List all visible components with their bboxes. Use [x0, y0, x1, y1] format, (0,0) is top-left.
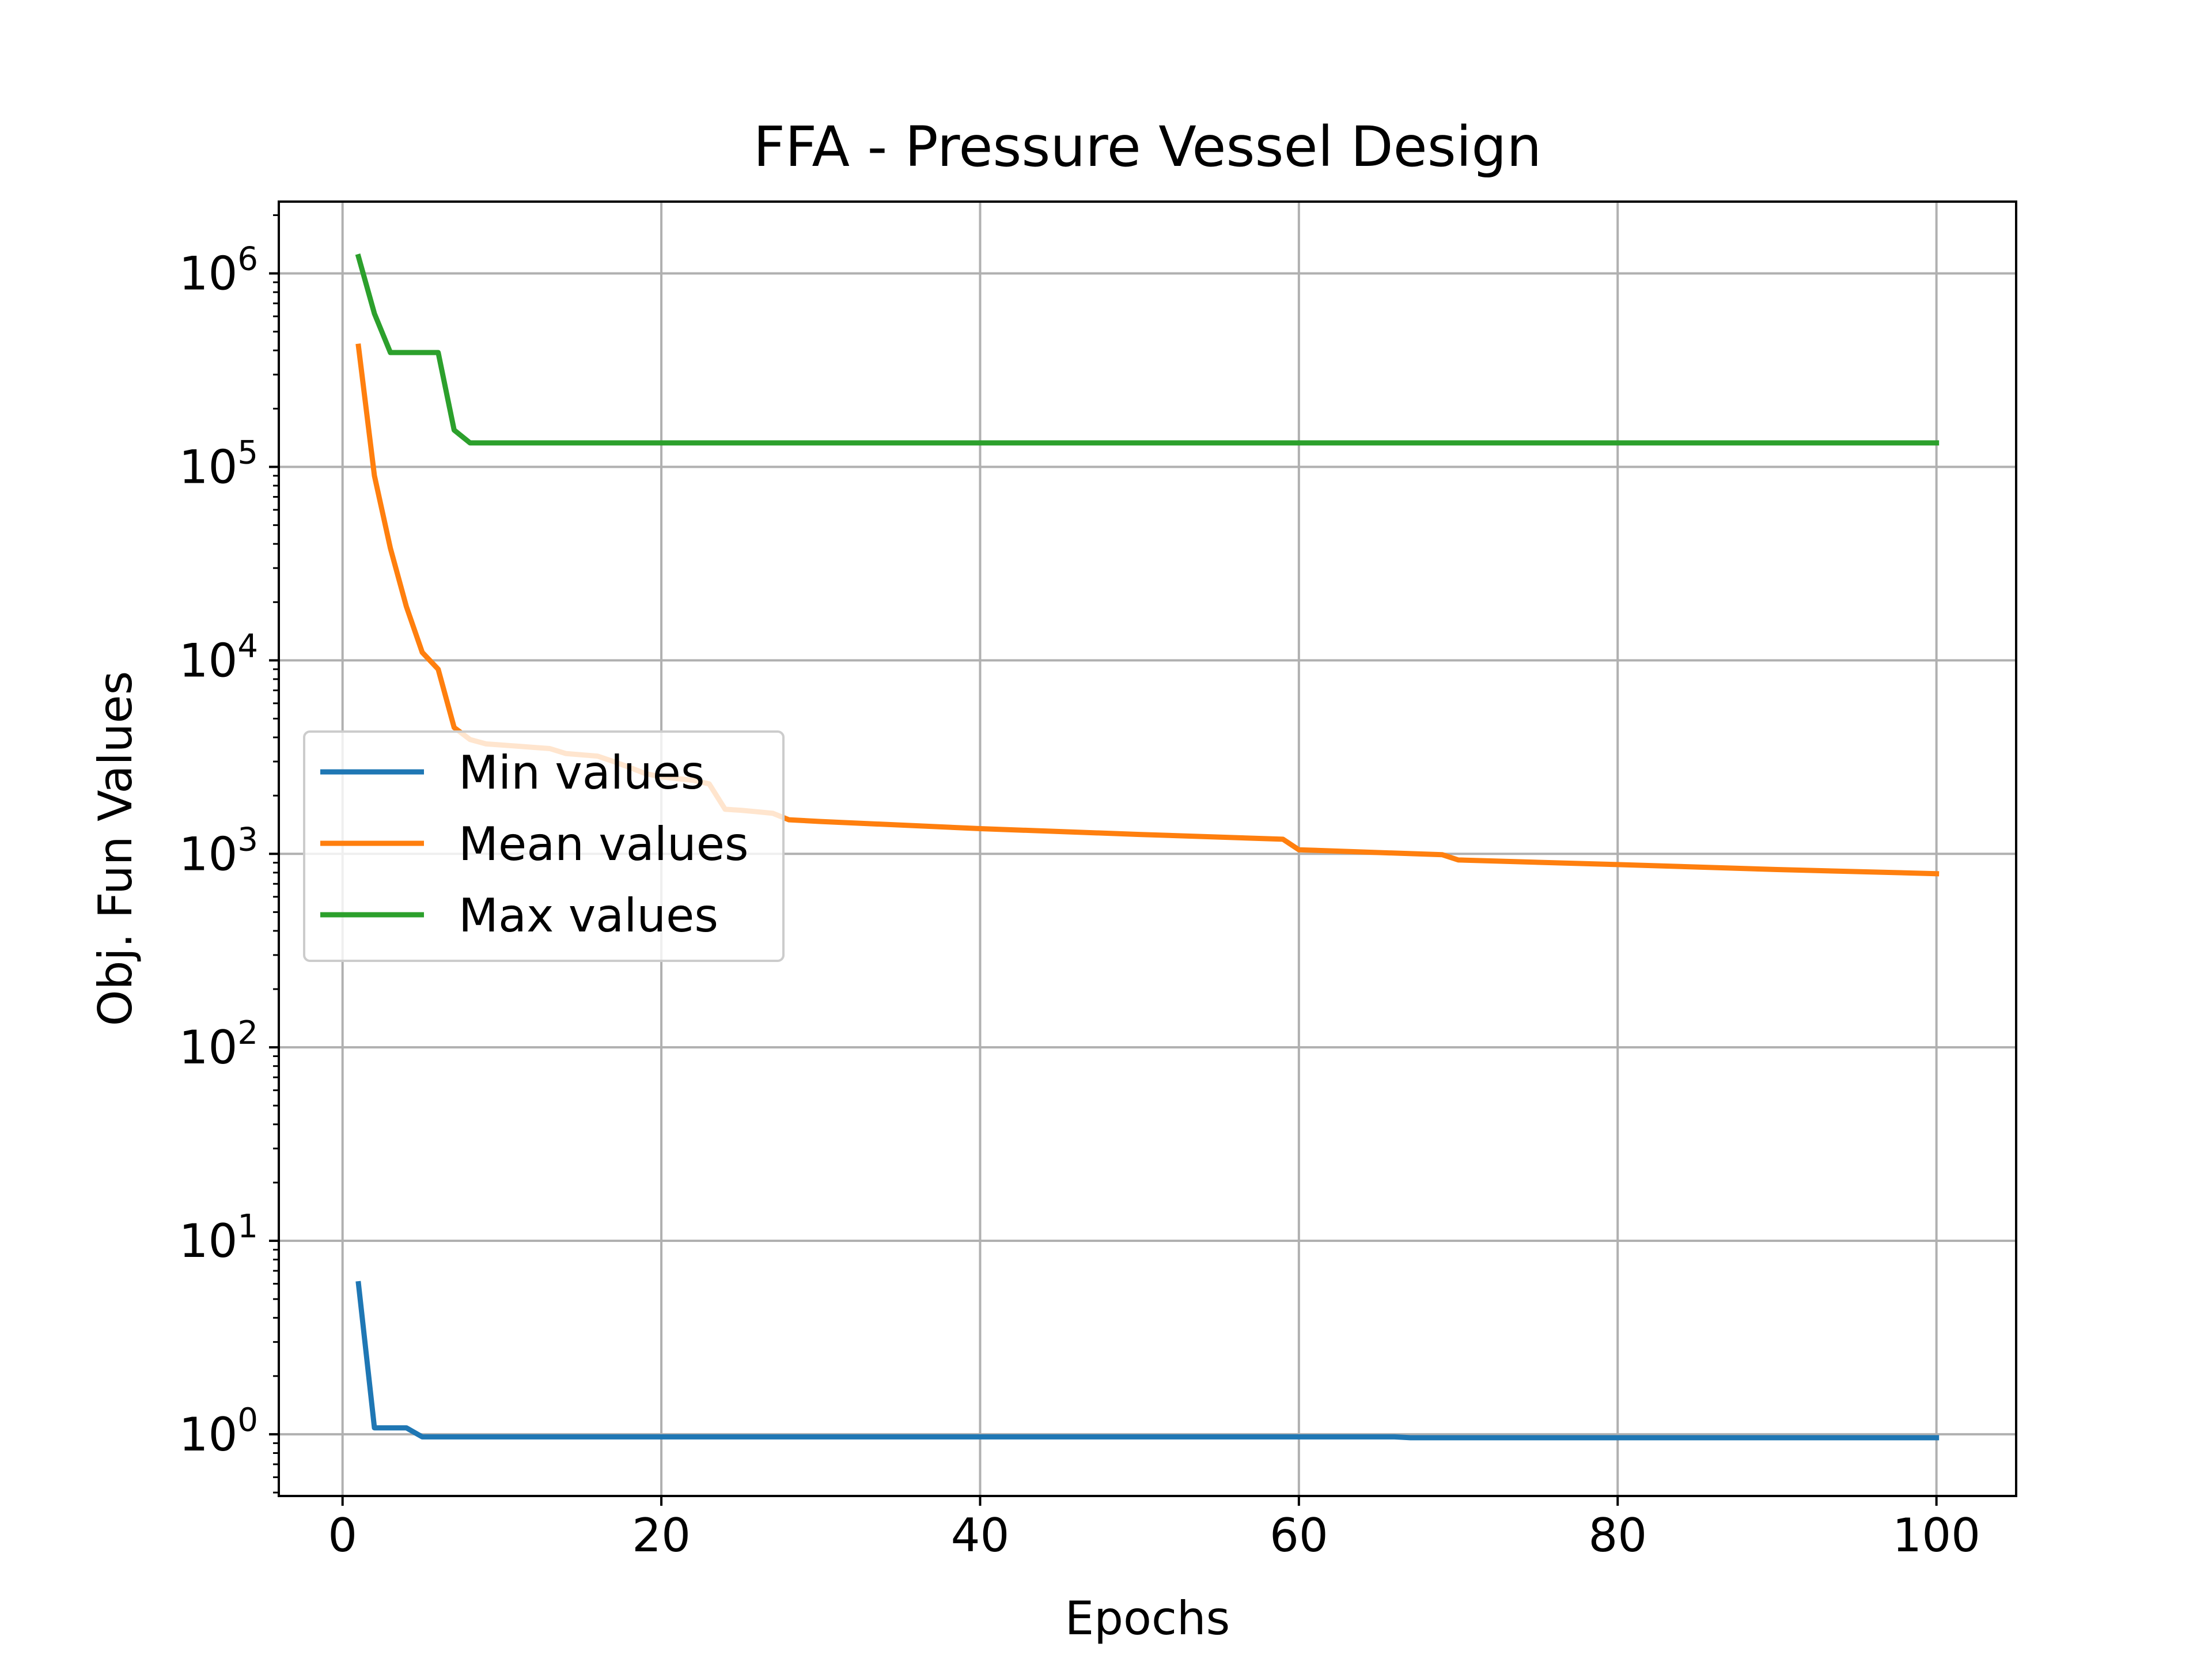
x-tick-label: 80 [1588, 1509, 1647, 1562]
y-tick-label-base: 10 [179, 1021, 238, 1074]
y-tick-label-base: 10 [179, 441, 238, 494]
chart-title: FFA - Pressure Vessel Design [753, 115, 1541, 179]
y-tick-label-exponent: 2 [237, 1014, 258, 1052]
series-line-2 [355, 253, 1940, 446]
y-tick-label-exponent: 4 [237, 627, 258, 665]
legend-label-2: Max values [459, 889, 718, 942]
series-line-0 [355, 1281, 1940, 1441]
y-tick-label: 105 [179, 434, 258, 494]
y-tick-label-base: 10 [179, 247, 238, 301]
legend-label-0: Min values [459, 746, 705, 800]
x-tick-label: 0 [328, 1509, 357, 1562]
y-tick-label-base: 10 [179, 634, 238, 687]
legend: Min values Mean values Max values [303, 730, 785, 962]
y-tick-label-exponent: 3 [237, 821, 258, 858]
y-tick-label-base: 10 [179, 827, 238, 881]
y-tick-label-base: 10 [179, 1214, 238, 1268]
x-tick-label: 100 [1892, 1509, 1980, 1562]
y-tick-label: 106 [179, 241, 258, 301]
y-tick-label-base: 10 [179, 1408, 238, 1461]
legend-label-1: Mean values [459, 817, 749, 871]
legend-box [303, 730, 785, 962]
y-tick-label: 100 [179, 1402, 258, 1461]
y-tick-label: 104 [179, 627, 258, 687]
plot-area-frame [278, 200, 2017, 1497]
y-tick-label-exponent: 6 [237, 241, 258, 278]
x-tick-label: 40 [951, 1509, 1010, 1562]
x-tick-label: 20 [632, 1509, 691, 1562]
x-axis-label: Epochs [1065, 1592, 1230, 1645]
y-axis-label: Obj. Fun Values [89, 671, 142, 1027]
y-tick-label-exponent: 1 [237, 1208, 258, 1245]
y-tick-label: 102 [179, 1014, 258, 1074]
x-tick-label: 60 [1270, 1509, 1328, 1562]
y-tick-label-exponent: 0 [237, 1402, 258, 1439]
y-tick-label-exponent: 5 [237, 434, 258, 472]
y-tick-label: 103 [179, 821, 258, 881]
y-tick-label: 101 [179, 1208, 258, 1268]
